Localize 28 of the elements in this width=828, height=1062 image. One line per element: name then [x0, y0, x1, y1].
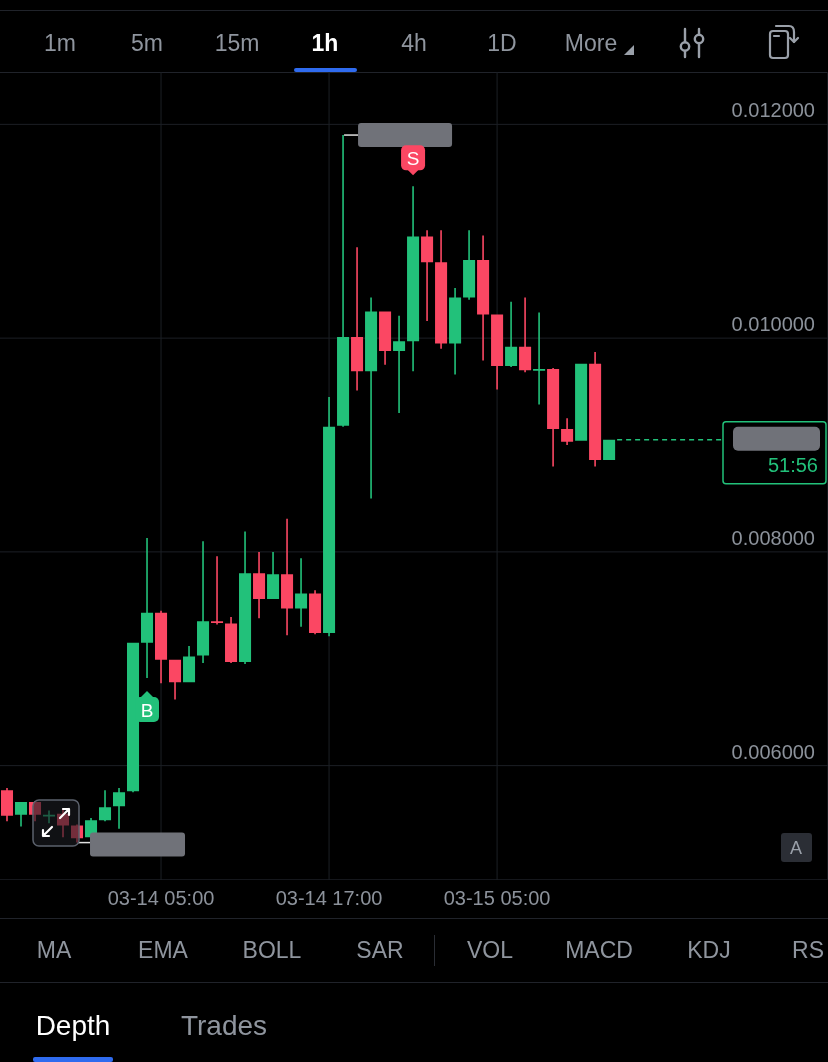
y-tick-label: 0.008000 [731, 526, 815, 549]
text: More [564, 30, 618, 56]
text: EMA [138, 937, 189, 963]
text: SAR [356, 937, 404, 963]
annotation: B [140, 699, 154, 721]
text: VOL [466, 937, 514, 963]
annotation: S [406, 147, 420, 169]
text: KDJ [687, 937, 731, 963]
text: Trades [180, 1010, 268, 1041]
text: Depth [35, 1010, 111, 1041]
x-tick-label: 03-14 17:00 [275, 887, 383, 909]
annotation: A [789, 838, 803, 858]
text: 1h [311, 30, 339, 56]
text: 1m [44, 30, 76, 56]
text: 5m [131, 30, 163, 56]
text: BOLL [242, 937, 302, 963]
text: RS [792, 937, 824, 963]
y-tick-label: 0.012000 [731, 99, 815, 122]
annotation: 51:56 [767, 453, 818, 476]
text: 4h [401, 30, 427, 56]
text: MACD [565, 937, 633, 963]
text: 1D [487, 30, 517, 56]
x-tick-label: 03-15 05:00 [443, 887, 551, 909]
y-tick-label: 0.010000 [731, 313, 815, 336]
text: MA [36, 937, 72, 963]
text: 15m [214, 30, 260, 56]
x-tick-label: 03-14 05:00 [107, 887, 215, 909]
y-tick-label: 0.006000 [731, 740, 815, 763]
